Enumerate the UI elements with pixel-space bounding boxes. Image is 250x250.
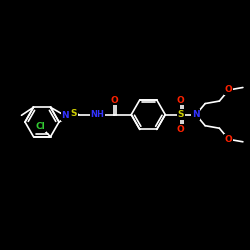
- Text: Cl: Cl: [36, 122, 46, 131]
- Text: NH: NH: [90, 110, 104, 119]
- Text: O: O: [177, 96, 184, 105]
- Text: S: S: [177, 110, 184, 119]
- Text: O: O: [225, 135, 232, 144]
- Text: O: O: [110, 96, 118, 105]
- Text: O: O: [177, 124, 184, 134]
- Text: S: S: [70, 109, 77, 118]
- Text: N: N: [62, 111, 69, 120]
- Text: O: O: [225, 86, 232, 94]
- Text: N: N: [192, 110, 200, 119]
